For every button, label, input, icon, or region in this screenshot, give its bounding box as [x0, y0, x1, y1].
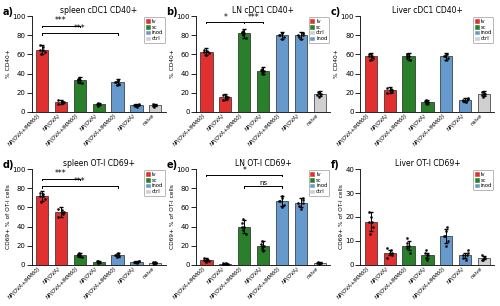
Bar	[384, 253, 396, 265]
Bar	[130, 262, 142, 265]
Bar	[219, 97, 232, 112]
Bar	[257, 246, 269, 265]
Bar	[422, 102, 434, 112]
Bar	[238, 226, 250, 265]
Bar	[364, 56, 377, 112]
Bar	[422, 255, 434, 265]
Bar	[402, 56, 414, 112]
Legend: lv, sc, ctrl, inod: lv, sc, ctrl, inod	[308, 17, 329, 43]
Bar	[149, 263, 162, 265]
Text: ***: ***	[55, 16, 67, 25]
Bar	[314, 94, 326, 112]
Text: f): f)	[331, 160, 340, 170]
Text: d): d)	[2, 160, 14, 170]
Bar	[74, 255, 86, 265]
Bar	[55, 212, 67, 265]
Title: Liver OT-I CD69+: Liver OT-I CD69+	[394, 159, 460, 169]
Bar	[459, 100, 471, 112]
Bar	[459, 255, 471, 265]
Bar	[257, 71, 269, 112]
Legend: lv, sc, inod: lv, sc, inod	[473, 170, 494, 190]
Bar	[276, 201, 288, 265]
Text: a): a)	[2, 7, 13, 17]
Bar	[149, 105, 162, 112]
Bar	[200, 52, 212, 112]
Y-axis label: % CD40+: % CD40+	[334, 50, 340, 78]
Text: *: *	[224, 13, 227, 21]
Text: e): e)	[166, 160, 177, 170]
Bar	[276, 35, 288, 112]
Text: ***: ***	[74, 177, 86, 186]
Y-axis label: % CD40+: % CD40+	[6, 50, 10, 78]
Title: LN cDC1 CD40+: LN cDC1 CD40+	[232, 6, 294, 16]
Legend: lv, sc, inod, ctrl: lv, sc, inod, ctrl	[144, 17, 165, 43]
Bar	[219, 264, 232, 265]
Bar	[130, 105, 142, 112]
Bar	[36, 196, 48, 265]
Text: b): b)	[166, 7, 178, 17]
Bar	[478, 258, 490, 265]
Title: spleen OT-I CD69+: spleen OT-I CD69+	[62, 159, 134, 169]
Bar	[238, 33, 250, 112]
Bar	[440, 236, 452, 265]
Bar	[314, 263, 326, 265]
Bar	[478, 94, 490, 112]
Bar	[112, 82, 124, 112]
Bar	[294, 35, 307, 112]
Legend: lv, sc, inod, ctrl: lv, sc, inod, ctrl	[144, 170, 165, 196]
Text: c): c)	[331, 7, 341, 17]
Bar	[92, 262, 105, 265]
Y-axis label: CD69+ % of OT-I cells: CD69+ % of OT-I cells	[6, 185, 10, 249]
Bar	[74, 80, 86, 112]
Bar	[440, 56, 452, 112]
Y-axis label: % CD40+: % CD40+	[170, 50, 175, 78]
Text: *: *	[242, 166, 246, 174]
Text: ***: ***	[248, 13, 260, 21]
Title: Liver cDC1 CD40+: Liver cDC1 CD40+	[392, 6, 463, 16]
Y-axis label: CD69+ % of OT-I cells: CD69+ % of OT-I cells	[170, 185, 175, 249]
Text: ***: ***	[74, 24, 86, 33]
Title: LN OT-I CD69+: LN OT-I CD69+	[234, 159, 292, 169]
Bar	[364, 222, 377, 265]
Legend: lv, sc, inod, ctrl: lv, sc, inod, ctrl	[473, 17, 494, 43]
Bar	[55, 102, 67, 112]
Bar	[200, 260, 212, 265]
Bar	[294, 203, 307, 265]
Bar	[402, 246, 414, 265]
Bar	[112, 255, 124, 265]
Legend: lv, sc, inod, ctrl: lv, sc, inod, ctrl	[308, 170, 329, 196]
Text: ns: ns	[259, 180, 267, 186]
Bar	[92, 104, 105, 112]
Bar	[36, 50, 48, 112]
Bar	[384, 90, 396, 112]
Title: spleen cDC1 CD40+: spleen cDC1 CD40+	[60, 6, 138, 16]
Text: ***: ***	[55, 169, 67, 178]
Y-axis label: CD69+ % of OT-I cells: CD69+ % of OT-I cells	[339, 185, 344, 249]
